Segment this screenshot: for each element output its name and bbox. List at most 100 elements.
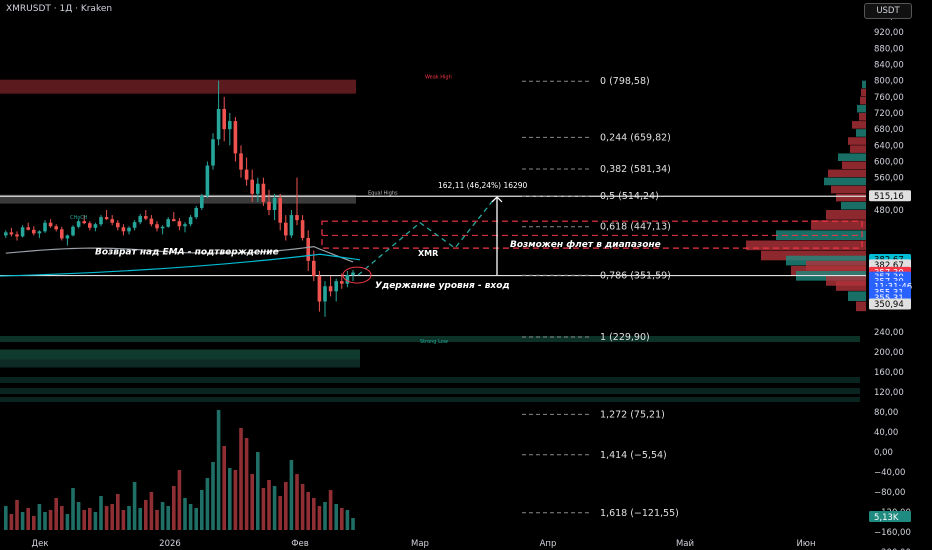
annotation-measure: 162,11 (46,24%) 16290 (438, 181, 528, 190)
fib-label: 1,618 (−121,55) (600, 508, 679, 519)
candle (233, 121, 238, 154)
candle (228, 121, 232, 130)
volume-bar (116, 494, 120, 530)
candle (267, 201, 271, 210)
annotation-choch: CHoCH (70, 215, 88, 221)
volume-bar (60, 506, 64, 530)
candle (132, 222, 137, 228)
candle (15, 234, 19, 237)
candle (334, 281, 338, 292)
volume-bar (15, 500, 19, 530)
volume-bar (267, 480, 271, 530)
x-tick-label: Май (676, 539, 694, 549)
volume-bar (351, 518, 355, 530)
volume-profile-bar (806, 260, 866, 271)
volume-bar (9, 514, 14, 530)
volume-bar (54, 498, 58, 530)
volume-bar (340, 508, 344, 530)
volume-bar (110, 504, 114, 530)
candle (340, 281, 344, 284)
y-tick-label: 720,00 (874, 109, 904, 119)
candle (121, 227, 126, 232)
annotation-eq-highs: Equal Highs (368, 191, 398, 197)
price-label-bg (869, 298, 911, 310)
candle (54, 226, 58, 230)
ema-slow-line (0, 253, 361, 277)
y-tick-label: −200,00 (874, 548, 911, 550)
fib-label: 0 (798,58) (600, 76, 650, 87)
volume-bar (82, 510, 86, 530)
volume-profile-bar (848, 137, 866, 145)
candle (65, 235, 70, 239)
candle (110, 219, 114, 223)
candle (60, 229, 64, 239)
volume-profile-bar (826, 276, 866, 286)
candle (99, 217, 103, 225)
volume-profile-bar (841, 201, 866, 210)
candle (200, 195, 204, 208)
volume-label: 5,13K (874, 513, 899, 523)
volume-profile-bar (824, 177, 866, 186)
volume-bar (160, 502, 165, 530)
fib-label: 1 (229,90) (600, 332, 650, 343)
annotation-xmr: XMR (418, 249, 438, 258)
candle (323, 286, 327, 302)
candle (312, 260, 316, 277)
candle (127, 227, 131, 232)
volume-profile-bar (776, 230, 866, 240)
candle (284, 222, 288, 236)
volume-profile-bar (859, 113, 866, 121)
candle (194, 207, 198, 218)
volume-bar (155, 510, 159, 530)
symbol-title[interactable]: XMRUSDT · 1Д · Kraken (6, 4, 113, 14)
volume-profile-bar (856, 129, 866, 137)
volume-bar (43, 512, 47, 530)
volume-profile-bar (861, 88, 866, 97)
candle (300, 220, 305, 238)
candle (188, 217, 193, 225)
candle (261, 183, 266, 202)
candle (37, 231, 42, 234)
volume-profile-bar (852, 121, 866, 129)
measure-arrow-head (491, 196, 503, 203)
y-tick-label: 160,00 (874, 368, 904, 378)
volume-label-bg (869, 511, 911, 522)
candle (32, 229, 36, 234)
range-box (321, 220, 863, 249)
y-tick-label: 800,00 (874, 77, 904, 87)
volume-bar (345, 510, 350, 530)
y-tick-label: 80,00 (874, 408, 898, 418)
y-tick-label: 240,00 (874, 328, 904, 338)
volume-bar (261, 488, 266, 530)
candle (351, 272, 355, 276)
candle (93, 224, 98, 228)
volume-bar (188, 504, 193, 530)
volume-bar (121, 510, 126, 530)
volume-bar (166, 506, 170, 530)
volume-profile-bar (746, 240, 866, 251)
candle (104, 217, 109, 220)
candle (250, 179, 254, 194)
volume-bar (200, 490, 204, 530)
volume-profile-bar (791, 265, 866, 276)
candle (172, 219, 176, 222)
weak-high-zone (0, 79, 356, 94)
candle (26, 227, 30, 230)
y-tick-label: 40,00 (874, 428, 898, 438)
volume-bar (300, 484, 305, 530)
currency-selector[interactable]: USDT (864, 3, 912, 19)
candle (76, 221, 81, 227)
volume-bar (233, 470, 238, 530)
volume-bar (306, 492, 310, 530)
annotation-hold: Удержание уровня - вход (375, 281, 510, 291)
candle (82, 221, 86, 224)
volume-profile-bar (856, 301, 866, 312)
volume-profile-bar (857, 104, 866, 113)
candle (272, 197, 277, 210)
volume-bar (312, 498, 316, 530)
x-tick-label: Мар (411, 539, 429, 549)
volume-bar (216, 410, 221, 530)
candle (183, 224, 187, 227)
volume-bar (104, 506, 109, 530)
